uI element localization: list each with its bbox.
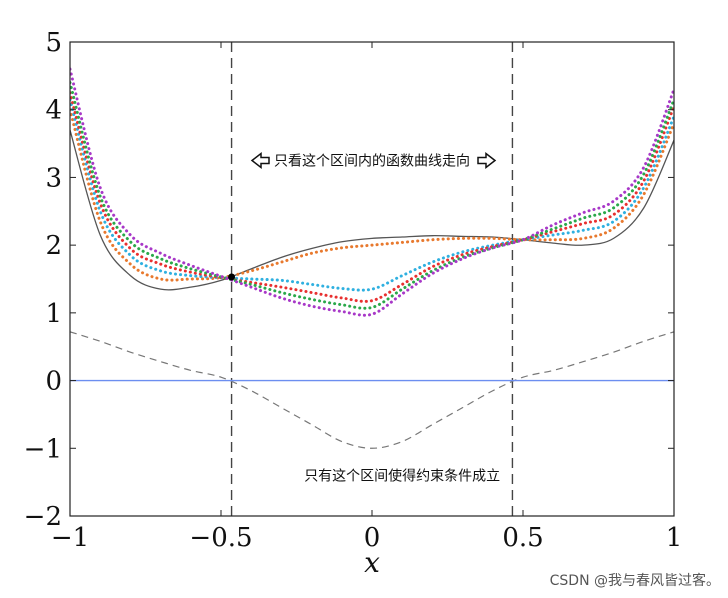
watermark-text: CSDN @我与春风皆过客。	[549, 573, 720, 589]
series-line-7	[70, 331, 674, 449]
series-line-4	[70, 91, 674, 303]
annotation-text-1: 只看这个区间内的函数曲线走向	[274, 153, 470, 170]
y-tick-label: −1	[24, 434, 62, 464]
x-tick-label: −1	[51, 523, 89, 553]
y-tick-label: 2	[45, 231, 62, 261]
x-axis-label: x	[364, 546, 380, 579]
x-tick-label: −0.5	[189, 523, 252, 553]
y-tick-label: −2	[24, 502, 62, 532]
right-arrow-icon	[477, 151, 497, 170]
x-tick-label: 0.5	[502, 523, 543, 553]
y-tick-label: 0	[45, 367, 62, 397]
series-line-3	[70, 98, 674, 292]
y-tick-label: 4	[45, 96, 62, 126]
x-tick-label: 0	[364, 523, 381, 553]
y-tick-label: 1	[45, 299, 62, 329]
x-tick-label: 1	[666, 523, 683, 553]
annotation-text-2: 只有这个区间使得约束条件成立	[304, 467, 500, 484]
y-tick-label: 3	[45, 163, 62, 193]
series-line-5	[70, 81, 674, 310]
left-arrow-icon	[250, 151, 270, 170]
series-line-6	[70, 67, 674, 317]
y-tick-label: 5	[45, 28, 62, 58]
series-line-2	[70, 108, 674, 282]
intersection-point-marker	[228, 273, 236, 281]
series-line-1	[70, 129, 674, 291]
